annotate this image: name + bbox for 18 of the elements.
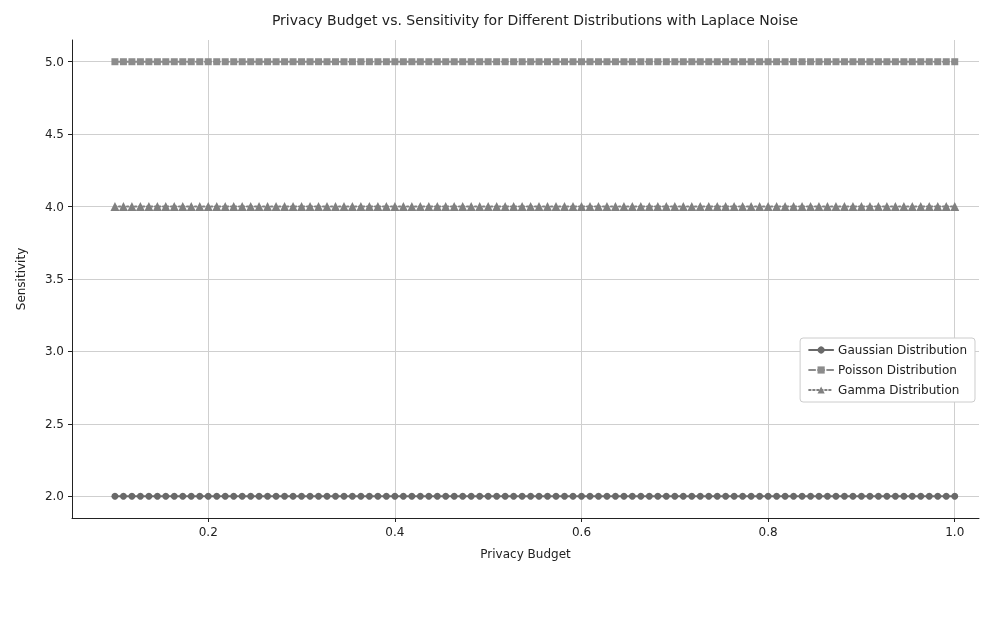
y-tick-label: 3.5 xyxy=(44,272,64,286)
y-tick-label: 2.0 xyxy=(44,489,64,504)
x-tick-label: 0.6 xyxy=(571,525,592,539)
legend-label: Gamma Distribution xyxy=(838,383,960,397)
x-tick-label: 1.0 xyxy=(945,525,965,539)
y-tick-label: 5.0 xyxy=(44,54,64,69)
y-axis-title: Sensitivity xyxy=(14,247,28,311)
x-axis-title: Privacy Budget xyxy=(480,547,572,561)
legend-label: Poisson Distribution xyxy=(838,363,957,377)
y-tick-label: 4.0 xyxy=(44,199,64,214)
legend-label: Gaussian Distribution xyxy=(838,343,968,357)
x-tick-label: 0.4 xyxy=(385,525,405,539)
y-tick-label: 4.5 xyxy=(44,127,64,142)
chart-title: Privacy Budget vs. Sensitivity for Different Distributions with Laplace Noise xyxy=(271,12,799,28)
y-tick-label: 2.5 xyxy=(44,416,64,431)
y-tick-label: 3.0 xyxy=(44,344,64,359)
x-tick-label: 0.2 xyxy=(198,525,218,539)
x-tick-label: 0.8 xyxy=(758,525,778,539)
